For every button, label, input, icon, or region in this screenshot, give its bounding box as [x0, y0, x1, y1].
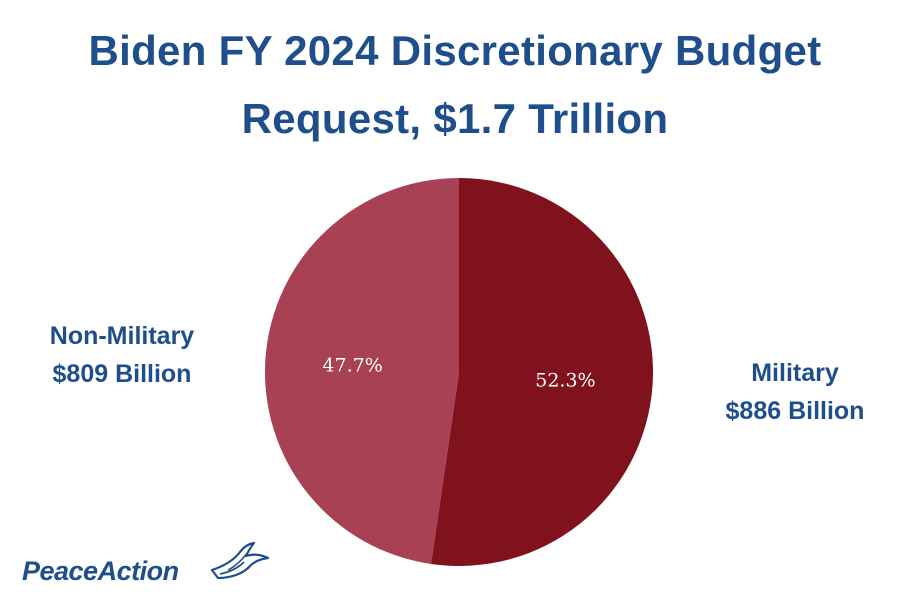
pie-slices: 52.3% 47.7% — [265, 178, 653, 566]
chart-title-line-1: Biden FY 2024 Discretionary Budget — [88, 27, 822, 74]
pie-slice-non-military — [265, 178, 459, 564]
military-category: Military — [751, 359, 839, 387]
logo-word-action: Action — [97, 556, 180, 586]
non-military-category: Non-Military — [49, 322, 195, 350]
military-amount: $886 Billion — [725, 397, 865, 425]
pie-slice-military — [431, 178, 653, 566]
chart-title-line-2: Request, $1.7 Trillion — [241, 95, 669, 142]
logo-wordmark: PeaceAction — [22, 556, 179, 587]
logo-word-peace: Peace — [22, 556, 98, 586]
dove-icon — [210, 541, 270, 580]
data-label-non-military: 47.7% — [322, 354, 382, 376]
data-label-military: 52.3% — [535, 370, 595, 392]
military-label: Military $886 Billion — [695, 354, 895, 430]
peace-action-logo: PeaceAction — [22, 540, 282, 600]
non-military-label: Non-Military $809 Billion — [22, 317, 222, 393]
non-military-amount: $809 Billion — [52, 360, 192, 388]
